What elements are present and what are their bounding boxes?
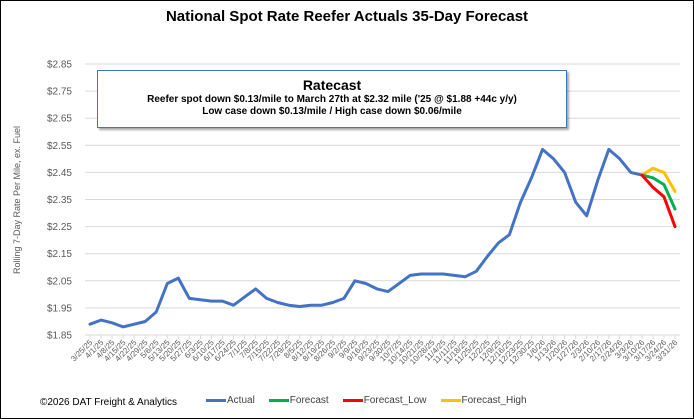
legend-item-forecast-high: Forecast_High (440, 395, 527, 406)
ratecast-box: Ratecast Reefer spot down $0.13/mile to … (97, 70, 567, 128)
x-axis-ticks: 3/25/254/1/254/8/254/15/254/22/254/29/25… (69, 335, 680, 366)
chart-legend: Actual Forecast Forecast_Low Forecast_Hi… (206, 395, 527, 406)
series-line-forecast (640, 173, 677, 211)
ratecast-summary: Reefer spot down $0.13/mile to March 27t… (147, 94, 517, 105)
legend-label-actual: Actual (227, 395, 255, 406)
y-axis-ticks: $1.85 $1.95 $2.05 $2.15 $2.25 $2.35 $2.45 $2.55… (47, 60, 72, 342)
y-axis-label: Rolling 7-Day Rate Per Mile, ex. Fuel (12, 126, 22, 274)
series-line-forecast-low (640, 173, 677, 229)
y-tick-label: $2.45 (47, 168, 72, 179)
legend-item-actual: Actual (206, 395, 255, 406)
legend-item-forecast: Forecast (268, 395, 329, 406)
y-tick-label: $2.55 (47, 141, 72, 152)
y-tick-label: $2.15 (47, 249, 72, 260)
legend-swatch-actual (206, 399, 226, 402)
legend-label-forecast-low: Forecast_Low (363, 395, 427, 406)
ratecast-title: Ratecast (302, 77, 362, 93)
chart-title: National Spot Rate Reefer Actuals 35-Day… (165, 8, 529, 25)
legend-swatch-forecast (268, 399, 289, 402)
y-tick-label: $2.35 (47, 195, 72, 206)
legend-swatch-forecast-high (440, 399, 461, 402)
y-tick-label: $2.75 (47, 87, 72, 98)
y-tick-label: $2.05 (47, 276, 72, 287)
y-tick-label: $1.95 (47, 303, 72, 314)
y-tick-label: $2.85 (47, 60, 72, 71)
gridlines (85, 63, 680, 336)
series-lines (88, 147, 677, 329)
legend-label-forecast-high: Forecast_High (461, 395, 527, 406)
y-tick-label: $2.25 (47, 222, 72, 233)
series-line-actual (88, 147, 644, 329)
y-tick-label: $1.85 (47, 331, 72, 342)
ratecast-cases: Low case down $0.13/mile / High case dow… (202, 106, 462, 117)
legend-item-forecast-low: Forecast_Low (342, 395, 427, 406)
legend-swatch-forecast-low (342, 399, 363, 402)
legend-label-forecast: Forecast (289, 395, 329, 406)
y-tick-label: $2.65 (47, 114, 72, 125)
series-line-forecast-high (640, 166, 677, 193)
copyright-credit: ©2026 DAT Freight & Analytics (40, 397, 178, 408)
